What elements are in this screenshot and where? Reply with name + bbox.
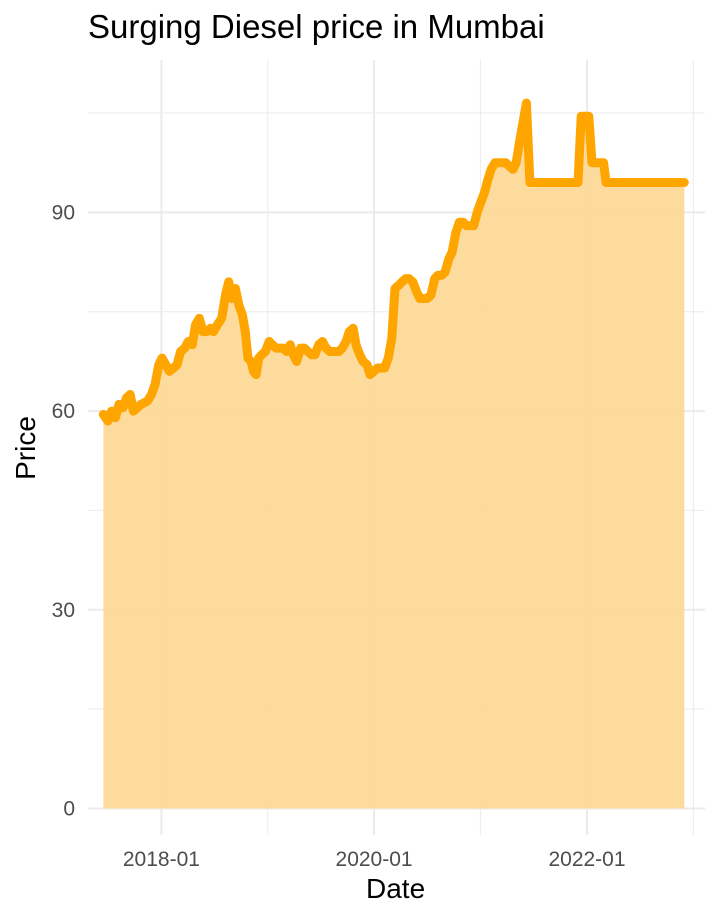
price-line-layer [98, 98, 689, 426]
x-axis-title: Date [366, 873, 426, 904]
y-tick-label: 30 [52, 599, 75, 622]
price-line [98, 98, 689, 426]
y-tick-label: 60 [52, 400, 75, 423]
x-tick-label: 2018-01 [123, 848, 200, 871]
x-tick-label: 2022-01 [548, 848, 625, 871]
y-tick-label: 90 [52, 201, 75, 224]
price-area [103, 103, 685, 809]
chart-title: Surging Diesel price in Mumbai [88, 8, 545, 45]
price-area-layer [103, 103, 685, 809]
x-tick-label: 2020-01 [336, 848, 413, 871]
y-tick-label: 0 [63, 798, 75, 821]
y-axis-title: Price [10, 416, 41, 480]
tick-labels: 0 30 60 90 2018-01 2020-01 2022-01 [52, 201, 626, 871]
